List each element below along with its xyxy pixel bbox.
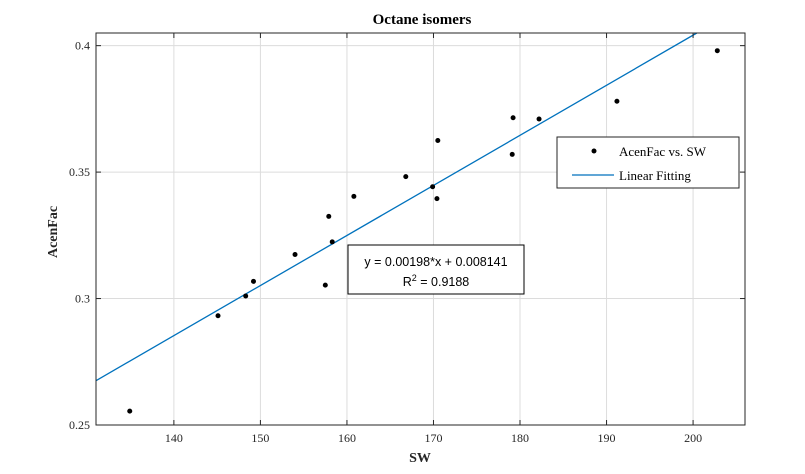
annotation-box xyxy=(347,244,525,295)
data-point xyxy=(250,278,256,284)
fit-line-layer xyxy=(95,32,698,382)
fit-equation: y = 0.00198*x + 0.008141 xyxy=(364,255,507,269)
data-point xyxy=(215,313,221,319)
data-point xyxy=(243,293,249,299)
chart-title: Octane isomers xyxy=(373,12,472,28)
x-tick-label: 190 xyxy=(598,431,616,445)
data-point xyxy=(510,115,516,121)
r-squared-sup: 2 xyxy=(412,273,417,283)
data-point xyxy=(326,213,332,219)
y-axis-label: AcenFac xyxy=(46,206,61,258)
x-tick-label: 150 xyxy=(251,431,269,445)
x-tick-label: 180 xyxy=(511,431,529,445)
y-tick-label: 0.3 xyxy=(75,292,90,306)
legend-marker-points xyxy=(591,148,597,154)
data-point xyxy=(351,193,357,199)
data-point xyxy=(536,116,542,122)
legend-label-line: Linear Fitting xyxy=(619,168,691,183)
x-tick-label: 200 xyxy=(684,431,702,445)
data-points-layer xyxy=(127,48,720,414)
data-point xyxy=(614,98,620,104)
x-tick-label: 160 xyxy=(338,431,356,445)
data-point xyxy=(292,252,298,258)
y-tick-label: 0.4 xyxy=(75,39,90,53)
legend: AcenFac vs. SW Linear Fitting xyxy=(556,136,740,189)
axis-ticks: 140 150 160 170 180 190 200 0.25 0.3 0.35 0.4 xyxy=(69,33,745,445)
plot-frame xyxy=(95,32,746,426)
r-squared-value: = 0.9188 xyxy=(417,275,470,289)
data-point xyxy=(435,137,441,143)
r-squared: R2 = 0.9188 xyxy=(403,273,470,289)
y-tick-label: 0.35 xyxy=(69,165,90,179)
r-squared-prefix: R xyxy=(403,275,412,289)
data-point xyxy=(329,239,335,245)
data-point xyxy=(127,408,133,414)
x-axis-label: SW xyxy=(409,451,431,466)
y-tick-label: 0.25 xyxy=(69,418,90,432)
data-point xyxy=(509,151,515,157)
legend-label-points: AcenFac vs. SW xyxy=(619,144,707,159)
data-point xyxy=(434,196,440,202)
data-point xyxy=(322,282,328,288)
fit-line xyxy=(95,32,698,382)
data-point xyxy=(714,48,720,54)
grid xyxy=(96,33,745,426)
data-point xyxy=(403,174,409,180)
x-tick-label: 140 xyxy=(165,431,183,445)
data-point xyxy=(430,184,436,190)
x-tick-label: 170 xyxy=(424,431,442,445)
fit-annotation: y = 0.00198*x + 0.008141 R2 = 0.9188 xyxy=(347,244,525,295)
legend-box xyxy=(556,136,740,189)
